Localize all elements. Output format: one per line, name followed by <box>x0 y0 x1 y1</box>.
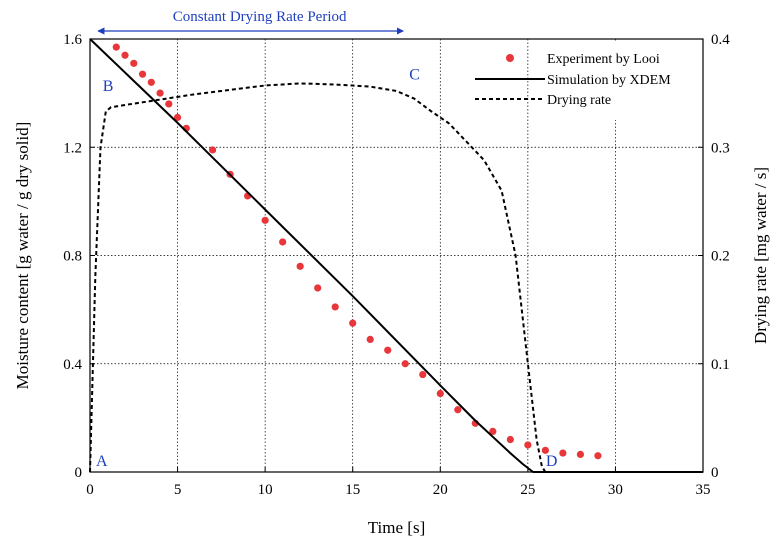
point-label-d: D <box>546 453 558 470</box>
experiment-point <box>349 319 357 327</box>
experiment-point <box>261 216 269 224</box>
experiment-point <box>489 427 497 436</box>
y-right-tick-label: 0.1 <box>711 357 730 373</box>
y-left-tick-label: 0 <box>75 465 83 481</box>
point-label-c: C <box>409 67 420 84</box>
x-tick-label: 10 <box>258 482 273 498</box>
point-label-b: B <box>103 78 114 95</box>
experiment-point <box>130 59 138 67</box>
experiment-point <box>314 284 322 292</box>
experiment-point <box>147 78 155 86</box>
x-tick-label: 25 <box>520 482 535 498</box>
experiment-point <box>296 262 304 270</box>
experiment-point <box>121 51 129 59</box>
experiment-point <box>366 335 374 343</box>
y-right-tick-label: 0.4 <box>711 32 730 48</box>
experiment-point <box>165 100 173 108</box>
y-axis-left-label: Moisture content [g water / g dry solid] <box>13 122 32 390</box>
y-right-tick-label: 0 <box>711 465 719 481</box>
legend-label: Simulation by XDEM <box>547 73 671 88</box>
y-left-tick-label: 1.6 <box>63 32 82 48</box>
experiment-point <box>279 238 287 246</box>
legend-box <box>536 42 696 120</box>
experiment-point <box>594 452 602 460</box>
x-tick-label: 30 <box>608 482 623 498</box>
x-tick-label: 5 <box>174 482 182 498</box>
x-tick-label: 20 <box>433 482 448 498</box>
y-left-tick-label: 0.8 <box>63 249 82 265</box>
experiment-point <box>559 449 567 457</box>
experiment-point <box>112 43 120 51</box>
experiment-point <box>576 450 585 459</box>
x-tick-label: 35 <box>696 482 711 498</box>
x-tick-label: 0 <box>86 482 94 498</box>
legend-marker-experiment <box>506 54 514 62</box>
experiment-point <box>331 303 339 311</box>
experiment-point <box>156 89 164 97</box>
experiment-point <box>173 113 182 122</box>
legend: Experiment by Looi Simulation by XDEM Dryi… <box>475 42 696 120</box>
x-tick-label: 15 <box>345 482 360 498</box>
y-axis-right-label: Drying rate [mg water / s] <box>751 167 770 344</box>
experiment-point <box>524 441 532 449</box>
point-label-a: A <box>96 453 108 470</box>
experiment-point <box>436 389 444 398</box>
experiment-point <box>541 446 549 454</box>
legend-label: Drying rate <box>547 93 611 108</box>
experiment-point <box>384 346 392 354</box>
experiment-point <box>401 360 409 368</box>
experiment-point <box>419 370 427 379</box>
y-left-tick-label: 0.4 <box>63 357 82 373</box>
x-axis-label: Time [s] <box>368 518 425 537</box>
experiment-point <box>506 435 514 444</box>
experiment-point <box>138 70 147 78</box>
drying-rate-line <box>89 82 703 473</box>
constant-period-label: Constant Drying Rate Period <box>173 9 347 25</box>
grid-lines <box>90 39 703 472</box>
y-left-tick-label: 1.2 <box>63 140 82 156</box>
y-right-tick-label: 0.3 <box>711 140 730 156</box>
experiment-point <box>454 406 462 414</box>
y-right-tick-label: 0.2 <box>711 249 730 265</box>
legend-label: Experiment by Looi <box>547 52 660 67</box>
point-labels: A B C D <box>96 67 557 470</box>
experiment-point <box>209 146 217 154</box>
